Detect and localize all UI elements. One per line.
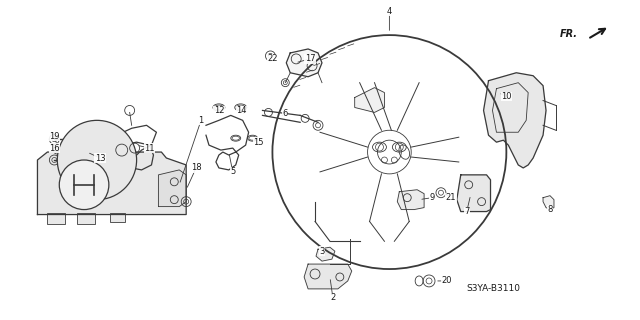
Text: 3: 3 [319, 247, 324, 256]
Polygon shape [304, 264, 352, 289]
Bar [77, 212, 95, 224]
Circle shape [58, 120, 136, 200]
Polygon shape [457, 175, 490, 212]
Text: 9: 9 [429, 193, 435, 202]
Polygon shape [316, 247, 335, 261]
Text: 4: 4 [387, 7, 392, 16]
Text: 18: 18 [191, 164, 202, 172]
Polygon shape [484, 73, 546, 168]
Bar [110, 212, 125, 222]
Text: 2: 2 [330, 293, 335, 302]
Text: S3YA-B3110: S3YA-B3110 [467, 284, 521, 293]
Polygon shape [286, 49, 322, 77]
Text: 11: 11 [144, 144, 155, 153]
Text: 12: 12 [214, 106, 224, 115]
Text: 1: 1 [198, 116, 204, 125]
Polygon shape [397, 190, 424, 210]
Polygon shape [543, 196, 554, 210]
Text: 7: 7 [464, 207, 469, 216]
Text: 14: 14 [236, 106, 247, 115]
Polygon shape [38, 152, 186, 214]
Polygon shape [159, 170, 186, 207]
Polygon shape [355, 88, 385, 112]
Bar [47, 212, 65, 224]
Text: 13: 13 [95, 154, 105, 163]
Text: 15: 15 [253, 138, 264, 147]
Text: 10: 10 [501, 92, 511, 101]
Text: 8: 8 [547, 205, 553, 214]
Text: 22: 22 [267, 54, 278, 63]
Text: 16: 16 [49, 144, 60, 153]
Text: 5: 5 [230, 167, 236, 176]
Text: 21: 21 [445, 193, 456, 202]
Text: 19: 19 [49, 132, 60, 141]
Text: 17: 17 [305, 54, 316, 63]
Circle shape [60, 160, 109, 210]
Text: 20: 20 [442, 276, 452, 285]
Text: FR.: FR. [560, 29, 578, 39]
Text: 6: 6 [283, 109, 288, 118]
